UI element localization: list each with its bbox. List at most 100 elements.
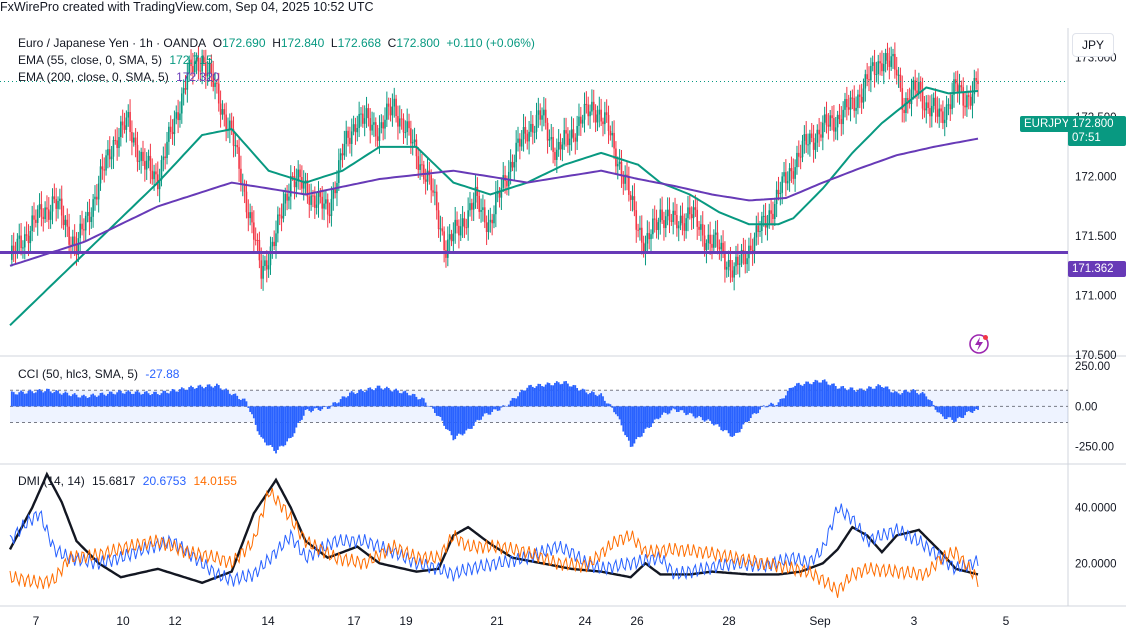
cci-bar — [129, 391, 131, 407]
candle-body — [847, 107, 850, 110]
candle-body — [670, 220, 673, 222]
cci-bar — [184, 390, 187, 407]
cci-bar — [373, 390, 375, 407]
candle-body — [635, 210, 638, 230]
cci-bar — [422, 398, 425, 407]
cci-bar — [637, 406, 639, 438]
cci-bar — [609, 404, 612, 407]
candle-body — [786, 180, 789, 184]
ema200-legend[interactable]: EMA (200, close, 0, SMA, 5) 172.320 — [18, 70, 219, 84]
cci-bar — [724, 406, 726, 431]
cci-bar — [831, 383, 833, 407]
countdown: 07:51 — [1072, 132, 1101, 144]
cci-bar — [917, 394, 920, 407]
cci-legend[interactable]: CCI (50, hlc3, SMA, 5) -27.88 — [18, 367, 179, 381]
candle-body — [567, 133, 569, 146]
cci-bar — [276, 406, 279, 450]
ema55-legend[interactable]: EMA (55, close, 0, SMA, 5) 172.715 — [18, 53, 213, 67]
candle-body — [844, 98, 846, 110]
candle-body — [823, 114, 826, 123]
candle-body — [864, 74, 867, 89]
cci-bar — [605, 403, 608, 407]
candle-body — [308, 196, 311, 205]
chart-credit: FxWirePro created with TradingView.com, … — [0, 0, 374, 14]
cci-bar — [934, 406, 937, 410]
cci-bar — [515, 398, 518, 407]
cci-bar — [77, 397, 80, 407]
dmi-legend[interactable]: DMI (14, 14) 15.6817 20.6753 14.0155 — [18, 474, 237, 488]
lightning-icon[interactable] — [968, 333, 990, 355]
cci-bar — [33, 393, 35, 407]
cci-bar — [838, 388, 841, 407]
cci-bar — [228, 393, 231, 407]
cci-bar — [214, 385, 216, 407]
time-tick: 10 — [116, 614, 130, 628]
cci-bar — [768, 404, 771, 407]
currency-button[interactable]: JPY — [1072, 33, 1114, 57]
cci-bar — [112, 393, 115, 407]
candle-body — [120, 121, 122, 138]
cci-bar — [620, 406, 623, 426]
cci-bar — [269, 406, 272, 445]
candle-body — [495, 193, 497, 215]
candle-body — [940, 108, 942, 112]
candle-body — [265, 260, 268, 270]
candle-body — [489, 219, 492, 223]
cci-bar — [487, 406, 490, 415]
ema200-line — [9, 137, 979, 267]
candle-body — [448, 234, 451, 240]
cci-bar — [648, 406, 651, 428]
cci-bar — [99, 393, 102, 407]
time-tick: 24 — [578, 614, 592, 628]
cci-bar — [794, 385, 797, 407]
cci-bar — [618, 406, 621, 420]
cci-bar — [537, 383, 540, 407]
cci-bar — [810, 384, 813, 407]
cci-bar — [384, 388, 386, 407]
cci-bar — [833, 383, 835, 407]
cci-bar — [472, 406, 475, 426]
cci-bar — [312, 406, 314, 411]
symbol-name[interactable]: Euro / Japanese Yen · 1h · OANDA — [18, 36, 207, 50]
cci-bar — [530, 384, 532, 407]
price-y-tick: 171.500 — [1075, 231, 1117, 243]
candle-body — [262, 265, 264, 279]
candle-body — [655, 219, 658, 230]
candle-body — [698, 226, 700, 230]
candle-body — [234, 145, 237, 147]
candle-body — [367, 108, 370, 119]
candle-body — [895, 69, 898, 76]
cci-bar — [764, 406, 767, 408]
cci-bar — [289, 406, 292, 439]
cci-bar — [960, 406, 963, 418]
candle-body — [801, 140, 804, 158]
candle-body — [99, 166, 102, 184]
candle-body — [350, 131, 353, 144]
cci-bar — [489, 406, 492, 415]
cci-bar — [300, 406, 303, 420]
candle-body — [123, 125, 126, 130]
candle-body — [136, 144, 139, 162]
cci-bar — [912, 389, 915, 407]
candle-body — [746, 258, 748, 265]
candle-body — [919, 81, 922, 90]
time-tick: 17 — [347, 614, 361, 628]
candle-body — [836, 114, 839, 128]
candle-body — [173, 118, 176, 135]
cci-bar — [770, 402, 772, 407]
cci-bar — [875, 386, 878, 407]
candle-body — [798, 152, 800, 157]
cci-bar — [361, 390, 364, 407]
cci-bar — [332, 402, 335, 407]
candle-body — [903, 109, 905, 114]
cci-bar — [953, 406, 955, 423]
candle-body — [506, 180, 508, 187]
cci-bar — [389, 390, 392, 407]
candle-body — [570, 129, 573, 139]
cci-bar — [173, 389, 176, 407]
cci-bar — [293, 406, 296, 434]
cci-bar — [58, 393, 61, 407]
cci-bar — [458, 406, 460, 434]
cci-y-tick: 0.00 — [1075, 401, 1097, 413]
